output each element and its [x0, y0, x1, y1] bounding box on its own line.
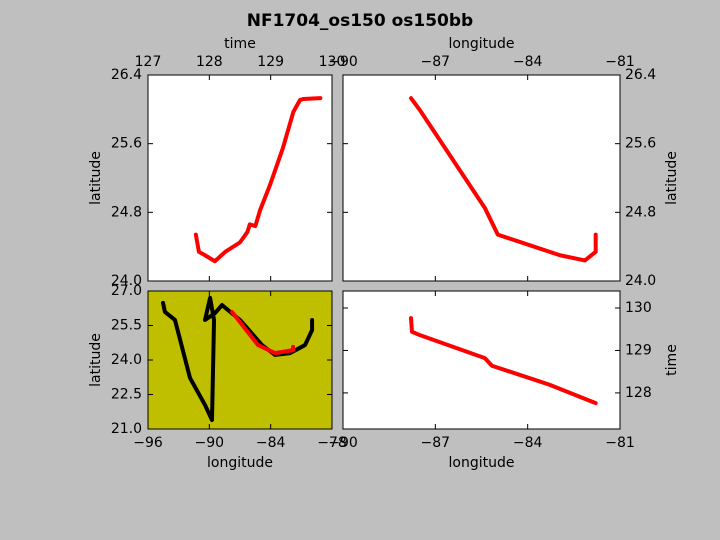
y-tick-label: 27.0: [111, 283, 142, 299]
y-tick-label: 25.5: [111, 318, 142, 334]
x-tick-label: −84: [513, 435, 543, 451]
x-tick-label: 130: [319, 54, 346, 70]
y-tick-label: 24.0: [625, 273, 656, 289]
plot-area: [343, 291, 620, 429]
x-tick-label: −87: [421, 54, 451, 70]
x-tick-label: 127: [135, 54, 162, 70]
data-line: [409, 96, 598, 263]
plot-area: [343, 75, 620, 281]
x-tick-label: −90: [195, 435, 225, 451]
y-axis-label: time: [664, 344, 680, 376]
y-axis-label: latitude: [88, 151, 104, 205]
y-tick-label: 24.8: [625, 204, 656, 220]
y-tick-label: 130: [625, 300, 652, 316]
plot-area: [148, 75, 332, 281]
x-tick-label: −81: [605, 435, 635, 451]
y-tick-label: 128: [625, 385, 652, 401]
x-tick-label: −84: [513, 54, 543, 70]
x-axis-label: longitude: [449, 36, 515, 52]
x-tick-label: −87: [421, 435, 451, 451]
y-tick-label: 25.6: [625, 136, 656, 152]
x-axis-label: longitude: [207, 455, 273, 471]
y-tick-label: 26.4: [625, 67, 656, 83]
x-tick-label: −90: [328, 435, 358, 451]
data-line: [230, 309, 296, 356]
x-tick-label: 128: [196, 54, 223, 70]
y-tick-label: 24.0: [111, 352, 142, 368]
y-tick-label: 25.6: [111, 136, 142, 152]
x-tick-label: −90: [328, 54, 358, 70]
x-tick-label: −78: [317, 435, 347, 451]
y-tick-label: 21.0: [111, 421, 142, 437]
y-tick-label: 24.8: [111, 204, 142, 220]
plot-area: [148, 291, 332, 429]
x-tick-label: −81: [605, 54, 635, 70]
x-axis-label: time: [224, 36, 256, 52]
figure-title: NF1704_os150 os150bb: [247, 11, 473, 31]
data-line: [161, 295, 315, 423]
plot-frame: [342, 290, 621, 430]
x-tick-label: −84: [256, 435, 286, 451]
plot-frame: [147, 74, 333, 282]
data-line: [409, 316, 598, 406]
plot-frame: [342, 74, 621, 282]
y-axis-label: latitude: [664, 151, 680, 205]
data-line: [193, 96, 323, 264]
y-tick-label: 26.4: [111, 67, 142, 83]
y-tick-label: 129: [625, 342, 652, 358]
x-tick-label: 129: [257, 54, 284, 70]
y-tick-label: 24.0: [111, 273, 142, 289]
y-axis-label: latitude: [88, 333, 104, 387]
y-tick-label: 22.5: [111, 387, 142, 403]
x-tick-label: −96: [133, 435, 163, 451]
x-axis-label: longitude: [449, 455, 515, 471]
